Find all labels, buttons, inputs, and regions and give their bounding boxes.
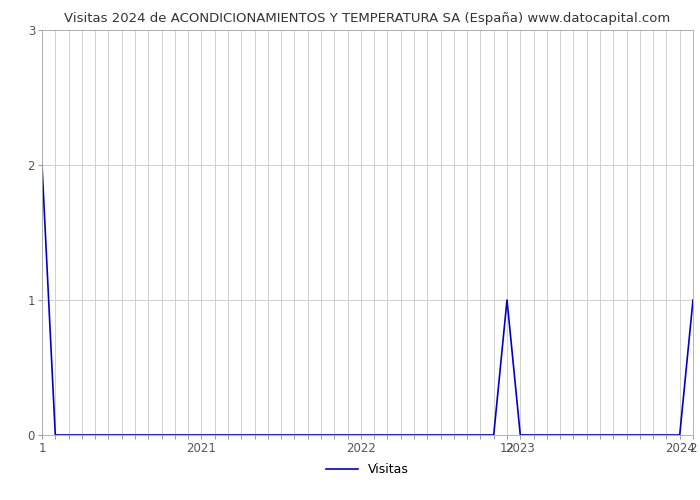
Line: Visitas: Visitas	[42, 165, 693, 435]
Visitas	[370, 432, 378, 438]
Visitas	[264, 432, 272, 438]
Visitas	[118, 432, 126, 438]
Visitas	[383, 432, 391, 438]
Visitas	[676, 432, 684, 438]
Visitas	[516, 432, 524, 438]
Visitas	[622, 432, 631, 438]
Visitas	[569, 432, 577, 438]
Visitas	[357, 432, 365, 438]
Visitas	[144, 432, 153, 438]
Visitas	[211, 432, 219, 438]
Visitas	[237, 432, 246, 438]
Visitas	[529, 432, 538, 438]
Visitas	[330, 432, 339, 438]
Visitas	[38, 162, 46, 168]
Visitas	[582, 432, 591, 438]
Visitas	[410, 432, 418, 438]
Visitas	[104, 432, 113, 438]
Visitas	[649, 432, 657, 438]
Visitas	[317, 432, 326, 438]
Visitas	[184, 432, 192, 438]
Visitas	[542, 432, 551, 438]
Visitas	[396, 432, 405, 438]
Visitas	[277, 432, 286, 438]
Visitas	[78, 432, 86, 438]
Visitas	[197, 432, 206, 438]
Visitas	[662, 432, 671, 438]
Visitas	[689, 297, 697, 303]
Visitas	[91, 432, 99, 438]
Visitas	[636, 432, 644, 438]
Visitas	[449, 432, 458, 438]
Visitas	[423, 432, 431, 438]
Legend: Visitas: Visitas	[321, 458, 414, 481]
Title: Visitas 2024 de ACONDICIONAMIENTOS Y TEMPERATURA SA (España) www.datocapital.com: Visitas 2024 de ACONDICIONAMIENTOS Y TEM…	[64, 12, 671, 24]
Visitas	[64, 432, 73, 438]
Visitas	[290, 432, 299, 438]
Visitas	[556, 432, 564, 438]
Visitas	[609, 432, 617, 438]
Visitas	[596, 432, 604, 438]
Visitas	[489, 432, 498, 438]
Visitas	[131, 432, 139, 438]
Visitas	[51, 432, 60, 438]
Visitas	[503, 297, 511, 303]
Visitas	[251, 432, 259, 438]
Visitas	[224, 432, 232, 438]
Visitas	[158, 432, 166, 438]
Visitas	[436, 432, 445, 438]
Visitas	[171, 432, 179, 438]
Visitas	[344, 432, 352, 438]
Visitas	[304, 432, 312, 438]
Visitas	[463, 432, 471, 438]
Visitas	[476, 432, 484, 438]
